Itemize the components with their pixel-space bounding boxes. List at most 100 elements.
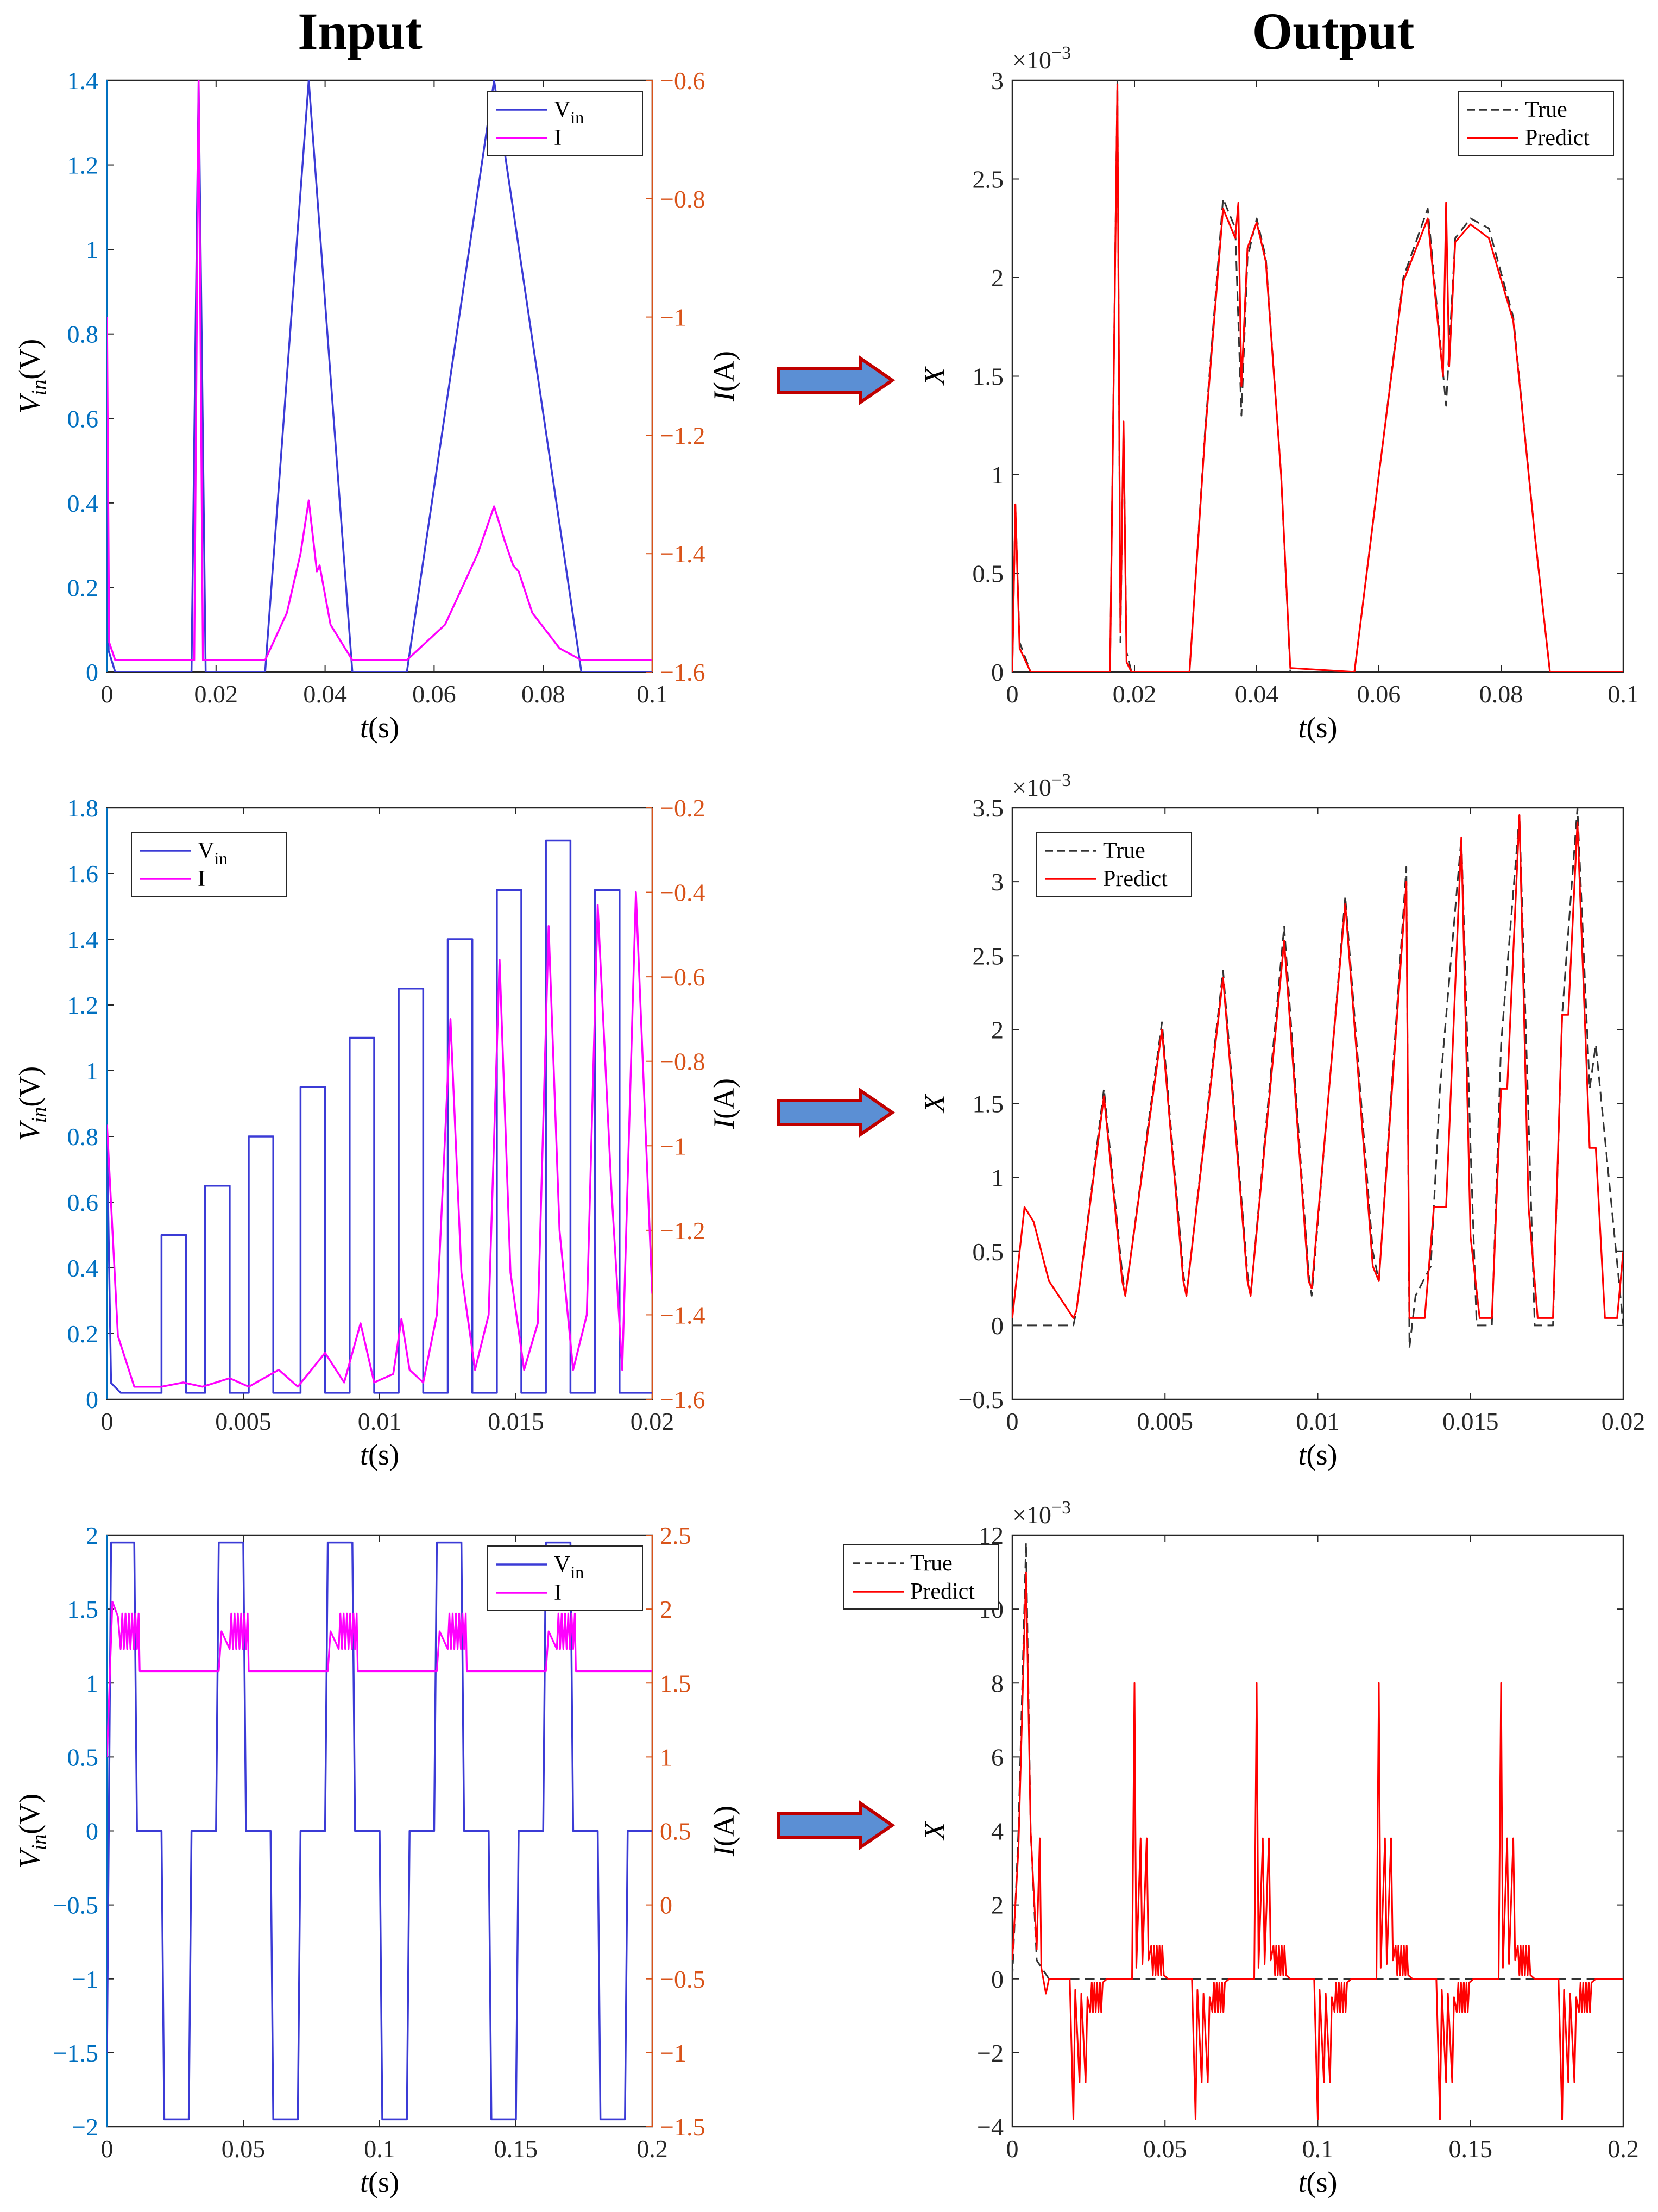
- legend-box: [487, 1545, 643, 1611]
- y-tick-label: −2: [977, 2039, 1004, 2067]
- x-tick-label: 0: [1006, 1407, 1019, 1435]
- y2-axis-label: I(A): [708, 1806, 740, 1857]
- y2-tick-label: −1: [660, 2039, 686, 2067]
- x-tick-label: 0.015: [1442, 1407, 1499, 1435]
- legend-box: [1458, 91, 1614, 156]
- x-tick-label: 0.01: [358, 1407, 402, 1435]
- arrows: [777, 355, 896, 1850]
- x-tick-label: 0.1: [1607, 680, 1639, 708]
- legend-box: [131, 832, 287, 897]
- y-tick-label: 3: [991, 868, 1004, 896]
- y-tick-label: 1.2: [67, 152, 99, 179]
- y-tick-label: 1: [991, 461, 1004, 489]
- x-tick-label: 0: [101, 2135, 114, 2163]
- y-tick-label: 3.5: [973, 794, 1004, 822]
- y-tick-label: 1.5: [973, 363, 1004, 391]
- x-tick-label: 0.02: [1113, 680, 1157, 708]
- x-tick-label: 0.1: [1302, 2135, 1334, 2163]
- y-tick-label: 0: [86, 658, 98, 686]
- legend-label: Vin: [198, 838, 228, 868]
- legend: True Predict: [1458, 91, 1614, 156]
- x-axis-label: t(s): [1298, 1438, 1338, 1471]
- y2-tick-label: −1.5: [660, 2113, 705, 2141]
- y2-tick-label: 2.5: [660, 1522, 691, 1549]
- plot-frame: [1011, 79, 1624, 673]
- y-axis-label: Vin(V): [13, 339, 51, 414]
- y2-tick-label: −0.6: [660, 67, 705, 95]
- y-tick-label: 0.6: [67, 1189, 99, 1216]
- y-axis-label: X: [918, 1821, 951, 1841]
- plot-frame: [106, 807, 653, 1400]
- x-tick-label: 0.15: [1449, 2135, 1493, 2163]
- x-tick-label: 0.1: [636, 680, 668, 708]
- y-tick-label: 0.4: [67, 489, 99, 517]
- x-axis-label: t(s): [360, 1438, 399, 1471]
- x-tick-label: 0.04: [1235, 680, 1279, 708]
- x-tick-label: 0.005: [1137, 1407, 1194, 1435]
- y-tick-label: 2: [86, 1522, 98, 1549]
- legend-box: [487, 91, 643, 156]
- x-tick-label: 0.06: [412, 680, 456, 708]
- input-heading: Input: [298, 2, 423, 60]
- x-tick-label: 0.08: [521, 680, 565, 708]
- current-series-line: [107, 80, 652, 661]
- predict-series-line: [1012, 1571, 1623, 2120]
- vin-series-line: [107, 1541, 652, 2121]
- plot-frame: [1011, 1534, 1624, 2128]
- x-tick-label: 0.005: [215, 1407, 272, 1435]
- y2-tick-label: −1.2: [660, 422, 705, 449]
- x-tick-label: 0.015: [488, 1407, 544, 1435]
- legend-label: True: [1525, 97, 1567, 122]
- legend-label: I: [554, 125, 562, 150]
- input-chart-2: 0 0.005 0.01 0.015 0.02 0 0.2 0.4 0.6 0.8 1 1.2 1.4 1…: [13, 794, 740, 1471]
- y-tick-label: 1: [86, 1057, 98, 1085]
- x-tick-label: 0.01: [1296, 1407, 1340, 1435]
- y-tick-label: 0.2: [67, 1320, 99, 1348]
- y2-tick-label: −1.6: [660, 658, 705, 686]
- y-axis-label: X: [918, 366, 951, 386]
- y-tick-label: 2: [991, 264, 1004, 292]
- legend-label: I: [554, 1580, 562, 1605]
- y-axis-label: Vin(V): [13, 1794, 51, 1869]
- y-tick-label: 1.2: [67, 991, 99, 1019]
- y-tick-label: 1.8: [67, 794, 99, 822]
- y2-tick-label: 1: [660, 1743, 672, 1771]
- y-tick-label: 0.5: [973, 1238, 1004, 1266]
- x-tick-label: 0.1: [364, 2135, 395, 2163]
- y2-tick-label: −0.2: [660, 794, 705, 822]
- y-tick-label: 0.6: [67, 405, 99, 432]
- y-tick-label: 4: [991, 1818, 1004, 1845]
- y-tick-label: 0.8: [67, 321, 99, 348]
- y-tick-label: 1.5: [973, 1090, 1004, 1118]
- y-tick-label: 1.5: [67, 1595, 99, 1623]
- x-tick-label: 0.2: [1607, 2135, 1639, 2163]
- x-axis-label: t(s): [1298, 2166, 1338, 2198]
- current-series-line: [107, 891, 652, 1388]
- x-tick-label: 0.02: [1602, 1407, 1646, 1435]
- y-tick-label: 6: [991, 1743, 1004, 1771]
- vin-series-line: [107, 839, 652, 1394]
- y-tick-label: 0: [86, 1386, 98, 1413]
- y2-axis-label: I(A): [708, 1078, 740, 1129]
- y-tick-label: −1.5: [53, 2039, 98, 2067]
- y2-tick-label: −0.6: [660, 963, 705, 991]
- y-tick-label: 1.4: [67, 926, 99, 953]
- legend-label: Predict: [1525, 125, 1590, 150]
- legend-label: Predict: [910, 1579, 975, 1604]
- x-axis-label: t(s): [1298, 711, 1338, 744]
- x-axis-label: t(s): [360, 711, 399, 744]
- y-tick-label: −2: [72, 2113, 98, 2141]
- x-tick-label: 0.15: [494, 2135, 538, 2163]
- output-chart-1: 0 0.02 0.04 0.06 0.08 0.1 0 0.5 1 1.5 2 2.5 3 ×10−3 t(…: [918, 43, 1639, 744]
- legend-label: True: [1103, 838, 1145, 863]
- y-tick-label: 8: [991, 1669, 1004, 1697]
- legend-box: [843, 1544, 999, 1610]
- x-tick-label: 0.02: [631, 1407, 674, 1435]
- legend-box: [1036, 832, 1192, 897]
- y-tick-label: 1.4: [67, 67, 99, 95]
- y2-axis-label: I(A): [708, 351, 740, 402]
- vin-series-line: [107, 80, 652, 672]
